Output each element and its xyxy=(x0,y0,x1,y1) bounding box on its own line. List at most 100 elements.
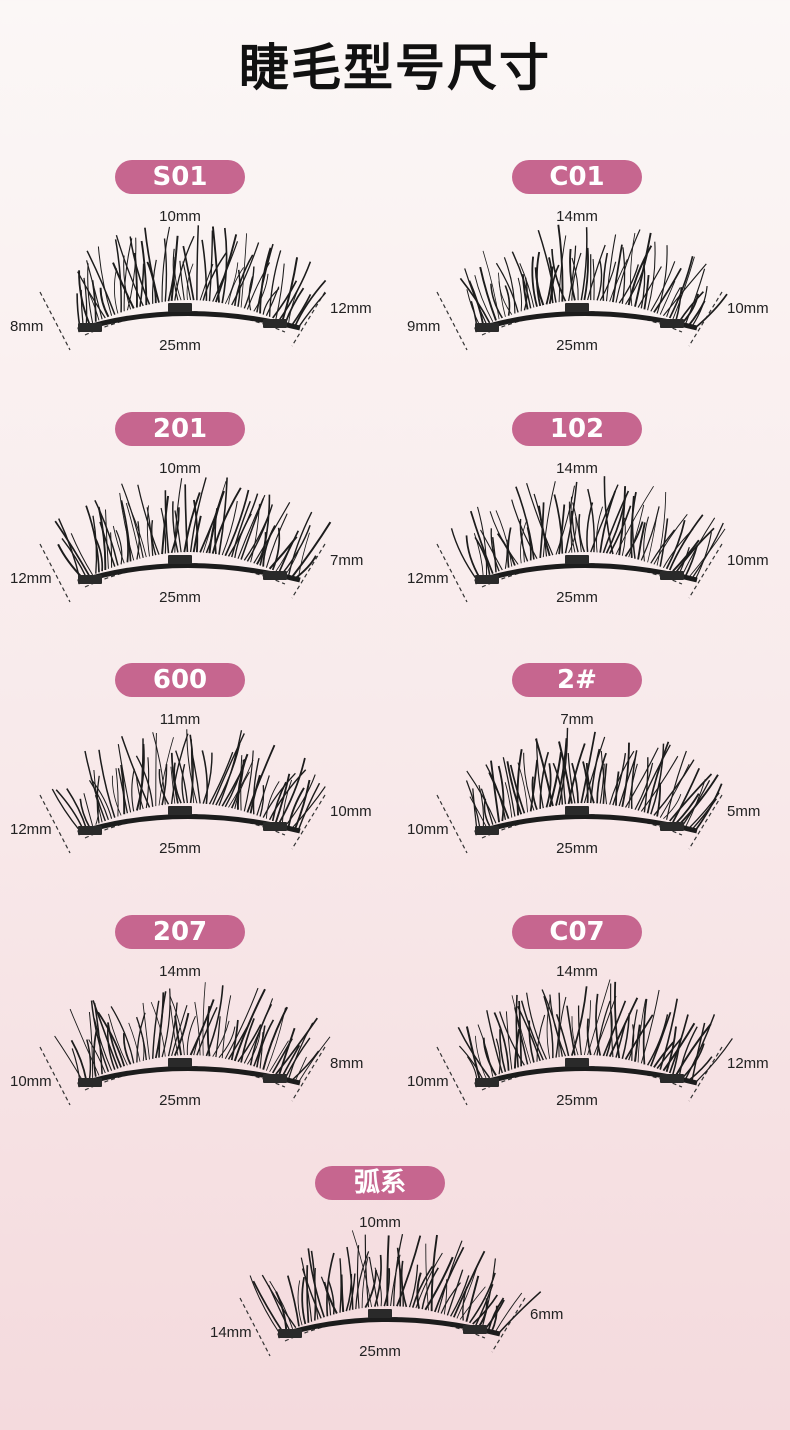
magnet xyxy=(263,1074,287,1083)
lash-illustration xyxy=(436,476,726,603)
left-guide-line xyxy=(39,794,71,854)
magnet xyxy=(263,319,287,328)
lash-hairs xyxy=(54,477,332,581)
lash-card: C07 14mm 10mm 12mm 25mm xyxy=(397,915,790,1165)
page-title: 睫毛型号尺寸 xyxy=(239,39,551,97)
lash-hairs xyxy=(450,476,726,581)
length-left-label: 12mm xyxy=(10,821,52,838)
length-top-label: 14mm xyxy=(556,460,598,477)
model-badge: 弧系 xyxy=(315,1166,445,1200)
left-guide-line xyxy=(39,291,71,351)
model-badge: 600 xyxy=(115,663,245,697)
width-bottom-label: 25mm xyxy=(556,337,598,354)
lash-illustration xyxy=(239,1230,542,1357)
length-top-label: 10mm xyxy=(359,1214,401,1231)
magnet xyxy=(78,1078,102,1087)
lash-card: 2# 7mm 10mm 5mm 25mm xyxy=(397,663,790,913)
right-guide-line xyxy=(291,1046,326,1102)
model-badge: 201 xyxy=(115,412,245,446)
left-guide-line xyxy=(436,1046,468,1106)
length-right-label: 6mm xyxy=(530,1306,564,1323)
right-guide-line xyxy=(491,1297,526,1353)
right-guide-line xyxy=(291,794,326,850)
magnet xyxy=(263,822,287,831)
length-left-label: 10mm xyxy=(10,1073,52,1090)
lash-illustration xyxy=(436,979,733,1106)
lash-card: 弧系 10mm 14mm 6mm 25mm xyxy=(200,1166,595,1416)
magnet xyxy=(168,806,192,815)
lash-hairs xyxy=(54,982,331,1084)
length-left-label: 12mm xyxy=(407,570,449,587)
length-right-label: 12mm xyxy=(330,300,372,317)
length-right-label: 10mm xyxy=(727,552,769,569)
magnet xyxy=(78,323,102,332)
right-guide-line xyxy=(688,1046,723,1102)
lash-card: 102 14mm 12mm 10mm 25mm xyxy=(397,412,790,662)
length-top-label: 14mm xyxy=(556,963,598,980)
length-right-label: 5mm xyxy=(727,803,761,820)
magnet xyxy=(475,575,499,584)
magnet xyxy=(463,1325,487,1334)
lash-illustration xyxy=(39,225,327,351)
lash-card: S01 10mm 8mm 12mm 25mm xyxy=(0,160,395,410)
width-bottom-label: 25mm xyxy=(159,840,201,857)
length-top-label: 14mm xyxy=(556,208,598,225)
lash-illustration xyxy=(39,729,326,854)
magnet xyxy=(660,319,684,328)
magnet xyxy=(565,303,589,312)
magnet xyxy=(168,1058,192,1067)
left-guide-line xyxy=(436,291,468,351)
magnet xyxy=(565,806,589,815)
magnet xyxy=(168,303,192,312)
length-left-label: 14mm xyxy=(210,1324,252,1341)
lash-illustration xyxy=(436,727,723,854)
magnet xyxy=(565,555,589,564)
magnet xyxy=(660,571,684,580)
left-guide-line xyxy=(436,794,468,854)
model-badge: C07 xyxy=(512,915,642,949)
length-top-label: 7mm xyxy=(560,711,594,728)
magnet xyxy=(660,1074,684,1083)
magnet xyxy=(475,323,499,332)
left-guide-line xyxy=(39,1046,71,1106)
length-right-label: 12mm xyxy=(727,1055,769,1072)
model-badge: C01 xyxy=(512,160,642,194)
lash-hairs xyxy=(457,979,733,1084)
length-top-label: 11mm xyxy=(159,711,201,728)
right-guide-line xyxy=(688,794,723,850)
width-bottom-label: 25mm xyxy=(556,1092,598,1109)
model-badge: 102 xyxy=(512,412,642,446)
model-badge: 2# xyxy=(512,663,642,697)
model-badge: 207 xyxy=(115,915,245,949)
lash-illustration xyxy=(39,982,331,1106)
lash-hairs xyxy=(459,224,728,329)
length-top-label: 10mm xyxy=(159,208,201,225)
magnet xyxy=(368,1309,392,1318)
length-top-label: 10mm xyxy=(159,460,201,477)
right-guide-line xyxy=(291,291,326,347)
magnet xyxy=(263,571,287,580)
lash-hairs xyxy=(249,1230,542,1335)
magnet xyxy=(78,575,102,584)
lash-hairs xyxy=(465,727,723,832)
left-guide-line xyxy=(39,543,71,603)
width-bottom-label: 25mm xyxy=(556,589,598,606)
length-left-label: 9mm xyxy=(407,318,441,335)
length-left-label: 10mm xyxy=(407,821,449,838)
width-bottom-label: 25mm xyxy=(359,1343,401,1360)
length-left-label: 10mm xyxy=(407,1073,449,1090)
right-guide-line xyxy=(688,543,723,599)
model-badge: S01 xyxy=(115,160,245,194)
width-bottom-label: 25mm xyxy=(556,840,598,857)
length-right-label: 7mm xyxy=(330,552,364,569)
magnet xyxy=(78,826,102,835)
length-right-label: 10mm xyxy=(727,300,769,317)
left-guide-line xyxy=(436,543,468,603)
magnet xyxy=(475,826,499,835)
length-top-label: 14mm xyxy=(159,963,201,980)
length-right-label: 8mm xyxy=(330,1055,364,1072)
width-bottom-label: 25mm xyxy=(159,1092,201,1109)
lash-hairs xyxy=(51,729,326,832)
length-left-label: 12mm xyxy=(10,570,52,587)
magnet xyxy=(660,822,684,831)
